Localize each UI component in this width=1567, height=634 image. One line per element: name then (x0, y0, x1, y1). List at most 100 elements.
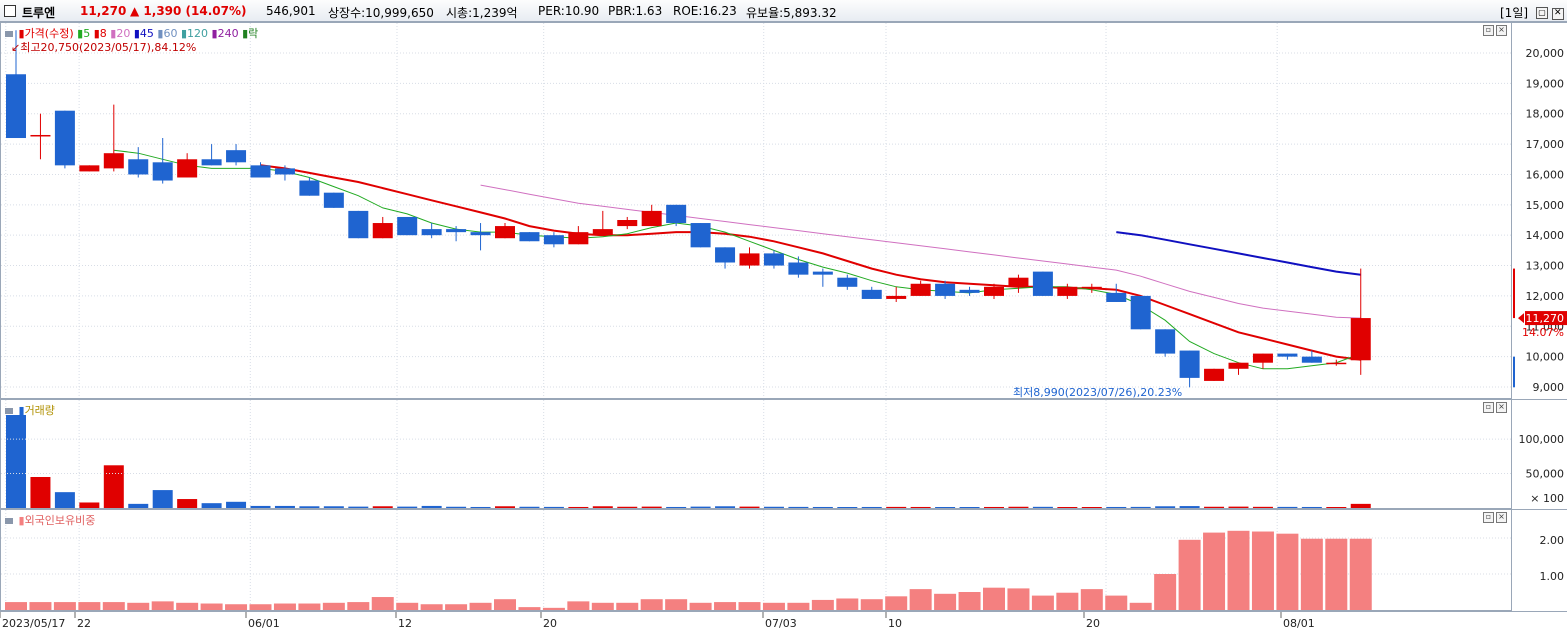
candle-body (54, 110, 75, 166)
candle-body (446, 229, 467, 233)
candle-body (495, 226, 515, 239)
pane-close-icon[interactable]: × (1496, 402, 1507, 413)
price-chart-pane[interactable]: ▮가격(수정) ▮5 ▮8 ▮20 ▮45 ▮60 ▮120 ▮240 ▮락 ↙… (0, 22, 1512, 399)
volume-bar (715, 506, 736, 508)
foreign-axis: 2.00 1.00 (1512, 509, 1567, 611)
volume-bar (1106, 506, 1127, 508)
candle-body (30, 134, 51, 137)
volume-bar (568, 506, 589, 508)
foreign-bar (958, 592, 981, 610)
candle-body (299, 180, 320, 196)
candle-body (1252, 353, 1273, 363)
foreign-bar (836, 598, 859, 610)
date-label: 06/01 (248, 617, 280, 630)
foreign-bar (787, 602, 810, 610)
min-price-note: 최저8,990(2023/07/26),20.23% (1013, 386, 1183, 399)
price-axis: 20,000 19,000 18,000 17,000 16,000 15,000 14,0… (1512, 22, 1567, 399)
foreign-bar (1251, 531, 1274, 610)
date-label: 20 (1086, 617, 1100, 630)
price-chart[interactable] (1, 23, 1511, 398)
price-tick-label: 12,000 (1526, 290, 1565, 303)
candle-body (886, 295, 907, 299)
price-tick-label: 17,000 (1526, 138, 1565, 151)
volume-axis-svg: 100,000 50,000 × 100 (1519, 433, 1565, 505)
price-tick-label: 10,000 (1526, 351, 1565, 364)
date-axis: 2023/05/17 22 06/01 12 20 07/03 10 20 08/01 (0, 611, 1567, 630)
select-checkbox[interactable] (4, 5, 16, 17)
volume-tick-label: 100,000 (1519, 433, 1565, 446)
foreign-bar (616, 602, 639, 610)
foreign-bar (1129, 602, 1152, 610)
candle-body (1130, 295, 1151, 330)
pane-maximize-icon[interactable]: ▫ (1483, 512, 1494, 523)
candle-body (568, 232, 589, 245)
pane-menu-icon[interactable] (5, 518, 13, 524)
foreign-bar (591, 602, 614, 610)
volume-bar (446, 506, 467, 508)
volume-bar (103, 465, 124, 508)
volume-bar (128, 503, 149, 508)
candle-body (788, 262, 809, 275)
maximize-icon[interactable]: ▢ (1536, 7, 1548, 19)
foreign-bar (225, 604, 248, 610)
foreign-bar (469, 602, 492, 610)
pane-maximize-icon[interactable]: ▫ (1483, 25, 1494, 36)
volume-pane[interactable]: ▮거래량 ▫ × (0, 399, 1512, 509)
foreign-bar (1154, 574, 1177, 610)
legend-ma240: 240 (217, 27, 239, 40)
foreign-legend: ▮외국인보유비중 (5, 512, 95, 528)
volume-bar (201, 503, 222, 508)
price-change: ▲ 1,390 (14.07%) (130, 4, 247, 18)
volume-chart[interactable] (1, 400, 1511, 508)
date-label: 10 (888, 617, 902, 630)
foreign-bar (78, 602, 101, 610)
pbr-value: PBR:1.63 (608, 4, 663, 18)
foreign-bar (1349, 538, 1372, 610)
stock-name[interactable]: 트루엔 (22, 6, 56, 20)
foreign-axis-svg: 2.00 1.00 (1540, 534, 1565, 583)
volume-bar (812, 506, 833, 508)
date-axis-svg: 2023/05/17 22 06/01 12 20 07/03 10 20 08/01 (0, 612, 1315, 630)
pane-maximize-icon[interactable]: ▫ (1483, 402, 1494, 413)
volume-bar (1032, 506, 1053, 508)
foreign-bar (860, 599, 883, 610)
price-tick-label: 16,000 (1526, 168, 1565, 181)
close-icon[interactable]: ✕ (1551, 8, 1564, 20)
date-label: 22 (77, 617, 91, 630)
max-price-note: ↙최고20,750(2023/05/17),84.12% (11, 41, 197, 54)
candle-body (641, 210, 662, 227)
legend-price: 가격(수정) (24, 27, 74, 40)
volume-bar (30, 477, 51, 508)
candle-body (177, 159, 198, 178)
listed-shares: 상장수:10,999,650 (328, 6, 434, 20)
volume-legend: ▮거래량 (5, 402, 55, 418)
foreign-ownership-pane[interactable]: ▮외국인보유비중 ▫ × (0, 509, 1512, 611)
foreign-bar (445, 604, 468, 610)
foreign-bar (811, 599, 834, 610)
volume-bar (1301, 506, 1322, 508)
candle-body (6, 74, 26, 139)
price-tick-label: 19,000 (1526, 77, 1565, 90)
foreign-bar (420, 604, 443, 610)
candle-body (959, 289, 980, 293)
foreign-ownership-chart[interactable] (1, 510, 1511, 610)
stock-info-bar: 트루엔 11,270 ▲ 1,390 (14.07%) 546,901 상장수:… (0, 0, 1567, 22)
candle-body (837, 277, 858, 287)
price-tick-label: 20,000 (1526, 47, 1565, 60)
pane-menu-icon[interactable] (5, 408, 13, 414)
foreign-bar (1007, 588, 1030, 610)
pane-menu-icon[interactable] (5, 31, 13, 37)
foreign-bar (1203, 532, 1226, 610)
candle-body (152, 162, 173, 181)
ma5-line (113, 149, 1361, 370)
pane-close-icon[interactable]: × (1496, 25, 1507, 36)
volume-bar (1277, 506, 1298, 508)
pane-controls: ▫ × (1481, 512, 1507, 523)
volume-bar (495, 506, 515, 508)
legend-ma45: 45 (139, 27, 154, 40)
volume-bar (1057, 507, 1078, 508)
date-label: 2023/05/17 (2, 617, 65, 630)
period-selector[interactable]: [1일] (1500, 6, 1529, 20)
pane-close-icon[interactable]: × (1496, 512, 1507, 523)
ma60-line (480, 184, 1361, 319)
